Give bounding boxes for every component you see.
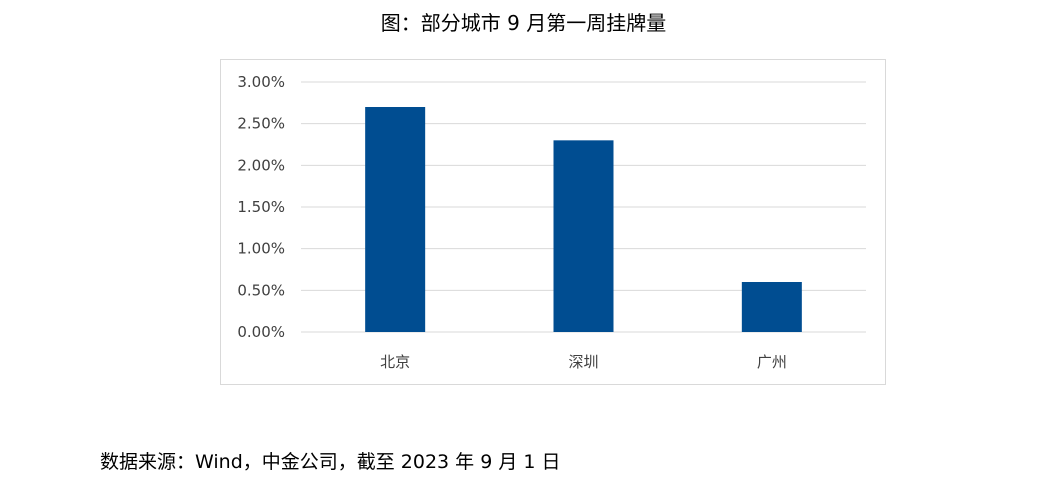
y-tick-label: 2.00% (237, 156, 285, 174)
x-tick-label: 广州 (757, 353, 787, 371)
x-tick-label: 北京 (380, 353, 410, 371)
y-tick-label: 2.50% (237, 115, 285, 133)
source-note: 数据来源：Wind，中金公司，截至 2023 年 9 月 1 日 (100, 451, 561, 473)
y-tick-label: 1.50% (237, 198, 285, 216)
chart-title: 图：部分城市 9 月第一周挂牌量 (380, 11, 667, 35)
x-tick-label: 深圳 (568, 353, 598, 371)
y-tick-label: 3.00% (237, 73, 285, 91)
chart-frame: 0.00% 0.50% 1.00% 1.50% 2.00% 2.50% 3.00% 北京 深圳 广… (220, 59, 886, 385)
bar-3 (741, 282, 802, 332)
bar-2 (553, 140, 614, 332)
bar-1 (365, 107, 426, 332)
y-tick-label: 0.50% (237, 281, 285, 299)
y-tick-label: 1.00% (237, 240, 285, 258)
y-tick-label: 0.00% (237, 323, 285, 341)
bar-chart: 0.00% 0.50% 1.00% 1.50% 2.00% 2.50% 3.00% 北京 深圳 广… (237, 73, 866, 371)
